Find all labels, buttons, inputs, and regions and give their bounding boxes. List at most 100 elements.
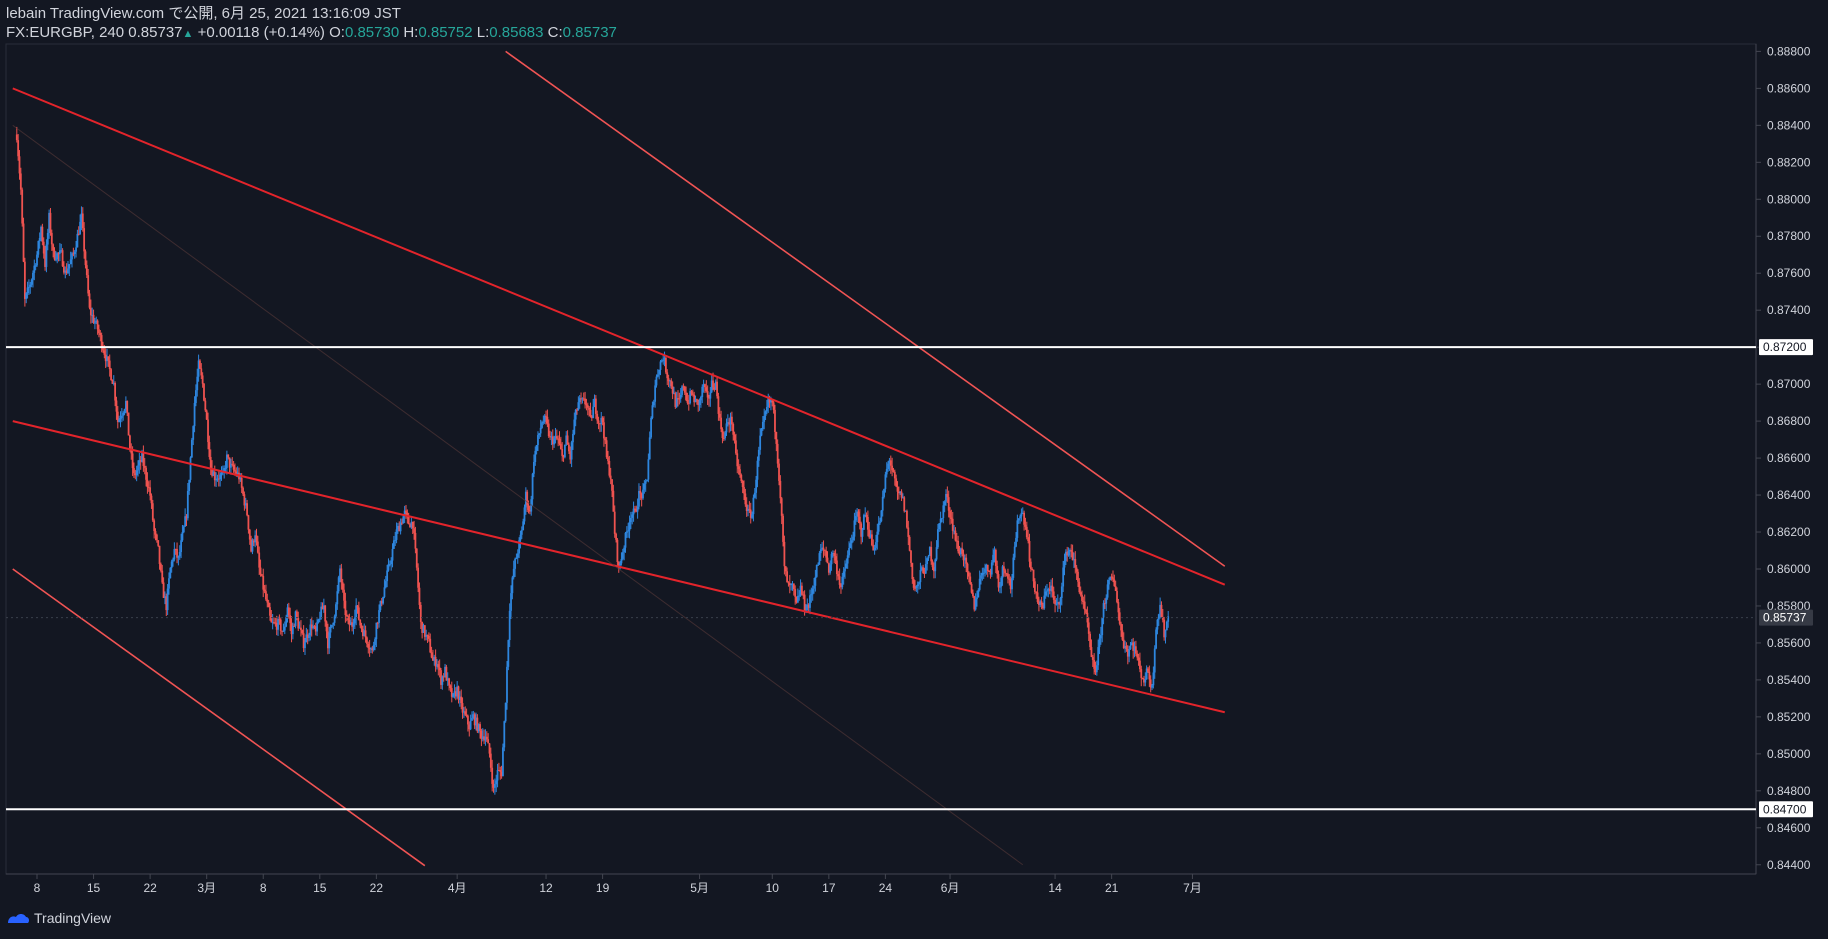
- candle-body: [48, 212, 51, 233]
- time-tick-label: 12: [539, 881, 553, 895]
- candle-body: [1136, 653, 1139, 658]
- candle-body: [355, 605, 358, 618]
- candle-body: [492, 783, 495, 788]
- candle-body: [1091, 657, 1094, 660]
- candle-body: [706, 391, 709, 398]
- candle-body: [308, 635, 310, 638]
- candle-body: [935, 547, 938, 560]
- candle-body: [574, 409, 577, 420]
- candle-body: [942, 505, 945, 519]
- candle-body: [1087, 622, 1090, 634]
- candle-body: [84, 251, 87, 266]
- candle-body: [155, 534, 158, 541]
- candle-body: [1007, 573, 1009, 579]
- candle-body: [888, 460, 891, 464]
- candle-body: [687, 402, 690, 404]
- candle-body: [491, 767, 494, 784]
- candle-body: [597, 420, 600, 424]
- drawings-layer: [6, 50, 1756, 867]
- candle-body: [454, 691, 457, 697]
- candle-body: [752, 497, 755, 515]
- candle-body: [572, 433, 574, 443]
- candle-body: [966, 563, 969, 573]
- candle-body: [1108, 580, 1110, 585]
- candle-body: [682, 386, 685, 388]
- candle-body: [502, 747, 504, 777]
- candle-body: [904, 510, 907, 512]
- candle-body: [417, 567, 420, 588]
- candle-body: [147, 487, 150, 489]
- candle-body: [324, 605, 327, 622]
- candle-body: [333, 616, 336, 623]
- candle-body: [215, 479, 218, 481]
- candle-body: [63, 266, 65, 273]
- candle-body: [743, 487, 745, 494]
- candle-body: [18, 156, 21, 174]
- level-price-badge: [1759, 801, 1813, 818]
- candle-body: [255, 535, 258, 542]
- candle-body: [114, 382, 117, 401]
- candle-body: [950, 517, 953, 519]
- candle-body: [453, 691, 456, 694]
- candle-body: [291, 625, 294, 635]
- candle-body: [880, 510, 883, 522]
- candle-body: [401, 522, 403, 524]
- candle-body: [559, 443, 562, 450]
- candle-body: [764, 411, 767, 417]
- candle-body: [283, 626, 286, 631]
- close-label: C:: [547, 24, 563, 41]
- candle-body: [1067, 550, 1070, 556]
- candle-body: [553, 438, 556, 445]
- candle-body: [419, 604, 422, 622]
- candle-body: [985, 564, 988, 569]
- candle-body: [473, 714, 476, 726]
- candle-body: [741, 481, 744, 488]
- candle-body: [608, 460, 611, 476]
- candle-body: [208, 442, 211, 457]
- candle-body: [98, 329, 100, 334]
- candle-body: [30, 279, 33, 285]
- candle-body: [1156, 619, 1159, 630]
- candle-body: [875, 542, 877, 548]
- candle-body: [464, 711, 467, 715]
- candle-body: [1164, 630, 1167, 638]
- candle-body: [908, 536, 911, 551]
- candle-body: [1132, 642, 1135, 651]
- chart-legend: lebain TradingView.com で公開, 6月 25, 2021 …: [6, 4, 617, 44]
- candle-body: [939, 518, 942, 524]
- candle-body: [912, 579, 915, 588]
- candle-body: [729, 416, 732, 425]
- candle-body: [134, 473, 137, 476]
- candle-body: [310, 624, 313, 629]
- candle-body: [827, 563, 830, 573]
- candle-body: [1063, 560, 1066, 568]
- candle-body: [710, 380, 713, 393]
- candle-body: [321, 606, 324, 610]
- candle-body: [390, 560, 393, 565]
- candle-body: [328, 632, 331, 649]
- candle-body: [561, 449, 564, 456]
- candle-body: [655, 376, 658, 386]
- candle-body: [646, 479, 648, 482]
- candle-body: [702, 384, 705, 387]
- low-label: L:: [476, 24, 490, 41]
- candle-body: [740, 474, 743, 482]
- price-tick-label: 0.85000: [1767, 747, 1811, 761]
- candle-body: [170, 561, 173, 568]
- candle-body: [689, 391, 692, 404]
- candle-body: [302, 633, 305, 649]
- candle-body: [915, 586, 918, 588]
- candle-body: [884, 474, 887, 490]
- candle-body: [124, 400, 127, 410]
- candle-body: [271, 622, 274, 624]
- candle-body: [541, 422, 543, 428]
- candle-body: [881, 496, 884, 511]
- candle-body: [550, 436, 553, 438]
- candle-body: [351, 622, 354, 627]
- candle-body: [1161, 617, 1164, 620]
- candle-body: [1148, 671, 1151, 680]
- candle-body: [527, 505, 530, 510]
- candle-body: [603, 422, 605, 439]
- brand[interactable]: TradingView: [6, 910, 111, 926]
